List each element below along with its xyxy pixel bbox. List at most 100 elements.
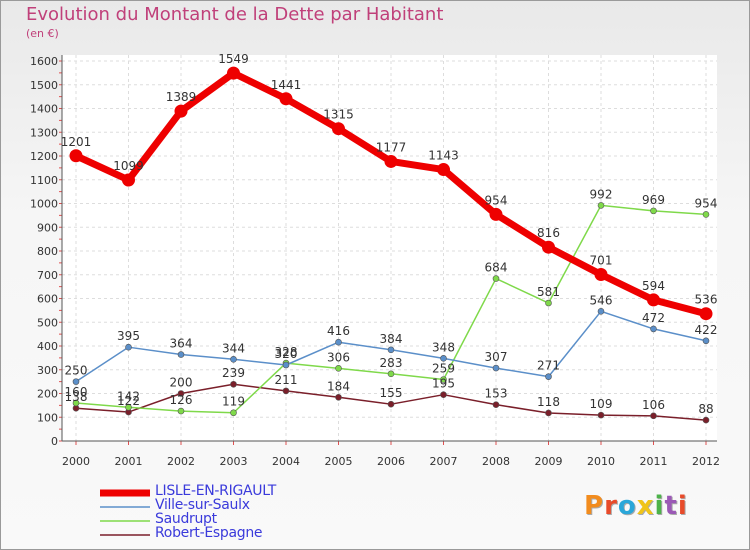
data-label: 106 — [642, 398, 665, 412]
chart-title: Evolution du Montant de la Dette par Hab… — [26, 4, 444, 25]
x-tick-label: 2010 — [587, 455, 615, 468]
data-point — [542, 240, 555, 254]
y-tick-label: 1100 — [30, 174, 58, 187]
data-label: 422 — [695, 323, 718, 337]
data-point — [282, 387, 290, 395]
data-label: 118 — [537, 395, 560, 409]
x-tick-label: 2011 — [640, 455, 668, 468]
logo-letter: t — [664, 491, 678, 521]
data-point — [69, 149, 83, 163]
data-label: 594 — [642, 279, 665, 293]
y-tick-label: 700 — [37, 269, 58, 282]
x-tick-label: 2002 — [167, 455, 195, 468]
data-point — [489, 207, 503, 221]
data-point — [702, 211, 710, 218]
data-point — [702, 416, 710, 424]
y-tick-label: 1500 — [30, 79, 58, 92]
y-tick-label: 500 — [37, 316, 58, 329]
data-point — [597, 308, 605, 315]
data-point — [597, 202, 605, 209]
data-point — [492, 275, 500, 282]
data-point — [384, 154, 398, 168]
data-point — [387, 346, 395, 354]
logo-letter: r — [604, 491, 618, 521]
data-label: 328 — [275, 345, 298, 359]
data-label: 954 — [485, 193, 508, 207]
x-tick-label: 2012 — [692, 455, 720, 468]
data-label: 1389 — [166, 90, 197, 104]
data-label: 1201 — [61, 135, 92, 149]
data-point — [492, 401, 500, 408]
data-label: 344 — [222, 341, 245, 355]
data-point — [174, 104, 188, 118]
data-point — [699, 307, 713, 321]
data-point — [282, 361, 290, 369]
y-tick-label: 600 — [37, 293, 58, 306]
data-label: 701 — [590, 254, 613, 268]
data-point — [332, 122, 345, 136]
data-point — [122, 173, 135, 187]
data-label: 126 — [170, 393, 193, 407]
x-tick-label: 2008 — [482, 455, 510, 468]
plot-area — [62, 55, 717, 441]
logo-letter: i — [654, 491, 665, 521]
data-label: 200 — [170, 376, 193, 390]
data-label: 581 — [537, 285, 560, 299]
y-tick-label: 300 — [37, 364, 58, 377]
chart-subtitle: (en €) — [26, 27, 59, 40]
data-label: 109 — [590, 397, 613, 411]
x-tick-label: 2009 — [535, 455, 563, 468]
data-label: 88 — [698, 402, 713, 416]
data-label: 138 — [65, 390, 88, 404]
data-point — [335, 365, 342, 372]
data-label: 472 — [642, 311, 665, 325]
logo-letter: x — [636, 491, 655, 521]
y-tick-label: 900 — [37, 221, 58, 234]
data-label: 271 — [537, 359, 560, 373]
y-tick-label: 0 — [51, 435, 58, 448]
data-point — [125, 403, 132, 411]
data-point — [647, 293, 660, 307]
data-label: 1549 — [218, 52, 249, 66]
x-tick-label: 2005 — [325, 455, 353, 468]
x-tick-label: 2006 — [377, 455, 405, 468]
y-tick-label: 100 — [37, 411, 58, 424]
data-point — [279, 92, 293, 106]
data-label: 153 — [485, 387, 508, 401]
y-tick-label: 800 — [37, 245, 58, 258]
data-label: 160 — [65, 385, 88, 399]
legend-label: LISLE-EN-RIGAULT — [155, 483, 277, 499]
y-tick-label: 1600 — [30, 55, 58, 68]
data-point — [594, 268, 608, 282]
data-point — [650, 412, 657, 420]
data-point — [597, 411, 605, 419]
data-label: 239 — [222, 366, 245, 380]
logo-letter: P — [584, 491, 605, 521]
logo-letter: o — [617, 491, 637, 521]
data-label: 954 — [695, 196, 718, 210]
data-point — [387, 370, 395, 378]
data-point — [545, 373, 552, 380]
data-label: 119 — [222, 395, 245, 409]
data-point — [335, 338, 342, 346]
y-tick-label: 1400 — [30, 103, 58, 116]
data-label: 1099 — [113, 159, 144, 173]
data-label: 364 — [170, 337, 193, 351]
data-label: 320 — [275, 347, 298, 361]
y-tick-label: 1300 — [30, 126, 58, 139]
legend-label: Ville-sur-Saulx — [155, 497, 250, 513]
data-point — [177, 390, 185, 397]
data-label: 250 — [65, 364, 88, 378]
data-point — [177, 407, 185, 415]
data-point — [125, 343, 132, 351]
data-label: 211 — [275, 373, 298, 387]
data-point — [440, 376, 447, 383]
data-label: 307 — [485, 350, 508, 364]
data-point — [230, 409, 237, 417]
data-point — [335, 393, 342, 401]
data-point — [492, 364, 500, 372]
data-label: 1441 — [271, 78, 302, 92]
data-point — [227, 66, 240, 80]
data-label: 283 — [380, 356, 403, 370]
